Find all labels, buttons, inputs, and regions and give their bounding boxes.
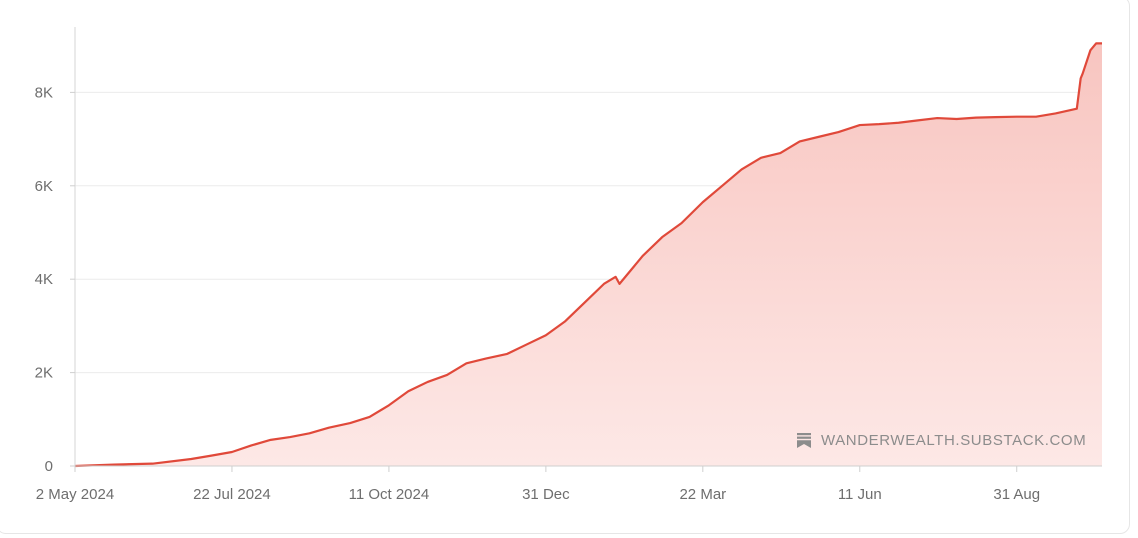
x-tick-label: 11 Jun [838, 486, 882, 503]
x-tick-label: 22 Mar [679, 486, 726, 503]
x-axis-ticks: 2 May 2024 22 Jul 2024 11 Oct 2024 31 Dec 22… [36, 466, 1040, 503]
x-tick-label: 22 Jul 2024 [193, 486, 271, 503]
x-tick-label: 11 Oct 2024 [349, 486, 430, 503]
axes [74, 27, 1102, 467]
area-fill [75, 43, 1102, 466]
substack-logo-icon [797, 432, 811, 448]
y-tick-label: 2K [35, 365, 53, 382]
y-tick-label: 0 [45, 458, 53, 475]
y-axis-ticks: 0 2K 4K 6K 8K [35, 84, 75, 475]
y-tick-label: 8K [35, 84, 53, 101]
x-tick-label: 31 Dec [522, 486, 570, 503]
y-tick-label: 6K [35, 178, 53, 195]
x-tick-label: 31 Aug [993, 486, 1040, 503]
watermark: WANDERWEALTH.SUBSTACK.COM [797, 429, 1086, 451]
series-line [74, 42, 1102, 468]
y-tick-label: 4K [35, 271, 53, 288]
x-tick-label: 2 May 2024 [36, 486, 114, 503]
watermark-text: WANDERWEALTH.SUBSTACK.COM [821, 431, 1087, 449]
area-layer [74, 42, 1102, 468]
